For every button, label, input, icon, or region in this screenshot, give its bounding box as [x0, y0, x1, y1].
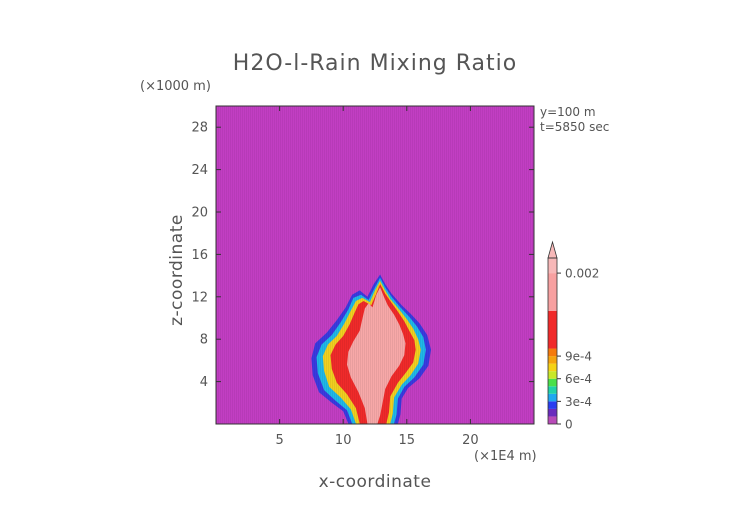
colorbar-label: 0: [565, 418, 573, 432]
colorbar-segment: [548, 378, 557, 387]
x-axis-label: x-coordinate: [319, 472, 432, 492]
colorbar-segment: [548, 310, 557, 349]
colorbar: 0 3e-4 6e-4 9e-4 0.002: [547, 240, 599, 432]
colorbar-frame: [547, 257, 558, 425]
y-tick-label: 24: [191, 163, 208, 178]
y-tick-label: 28: [191, 121, 208, 136]
annotation-y: y=100 m: [540, 105, 596, 119]
colorbar-segment: [548, 401, 557, 409]
colorbar-segment: [548, 416, 557, 424]
y-unit-label: (×1000 m): [140, 79, 211, 94]
y-tick-label: 4: [200, 375, 208, 390]
annotation-t: t=5850 sec: [540, 120, 609, 134]
colorbar-segment: [548, 386, 557, 394]
colorbar-segment: [548, 408, 557, 417]
colorbar-label: 9e-4: [565, 350, 592, 364]
colorbar-label: 0.002: [565, 267, 599, 281]
chart-title: H2O-l-Rain Mixing Ratio: [233, 51, 517, 76]
colorbar-segment: [548, 273, 557, 311]
x-tick-label: 15: [399, 433, 416, 448]
colorbar-extend-arrow: [547, 240, 558, 259]
texture-overlay: [216, 106, 534, 424]
colorbar-segment: [548, 348, 557, 357]
colorbar-segment: [548, 393, 557, 402]
y-tick-label: 8: [200, 333, 208, 348]
plot-area: [215, 105, 535, 425]
y-tick-label: 16: [191, 248, 208, 263]
x-tick-label: 10: [335, 433, 352, 448]
colorbar-segment: [548, 371, 557, 379]
colorbar-segment: [548, 363, 557, 372]
colorbar-label: 3e-4: [565, 395, 592, 409]
x-unit-label: (×1E4 m): [474, 449, 537, 464]
colorbar-label: 6e-4: [565, 372, 592, 386]
y-axis: 4 8 12 16 20 24 28: [191, 121, 534, 390]
colorbar-segment: [548, 258, 557, 274]
y-axis-label: z-coordinate: [167, 214, 187, 326]
y-tick-label: 20: [191, 206, 208, 221]
plot-frame: [215, 105, 535, 425]
x-axis: 5 10 15 20: [275, 106, 479, 448]
colorbar-segment: [548, 356, 557, 364]
x-tick-label: 20: [462, 433, 479, 448]
x-tick-label: 5: [275, 433, 283, 448]
y-tick-label: 12: [191, 290, 208, 305]
